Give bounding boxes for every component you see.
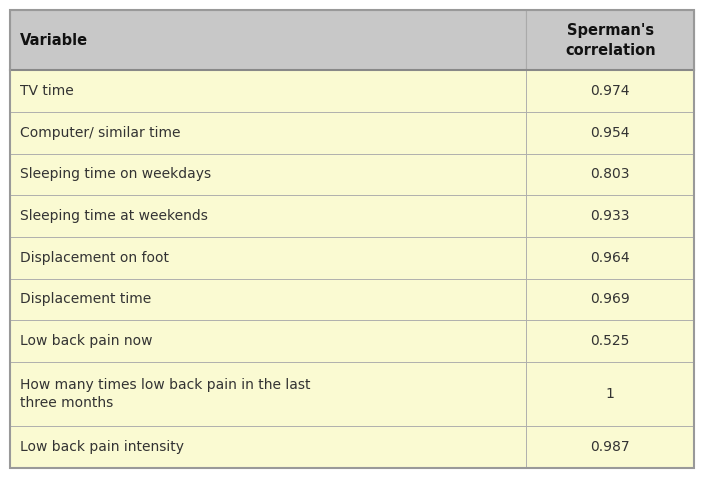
Bar	[527, 362, 694, 426]
Text: three months: three months	[20, 396, 113, 410]
Bar	[10, 426, 527, 468]
Bar	[527, 426, 694, 468]
Text: 0.987: 0.987	[591, 440, 630, 454]
Bar	[527, 10, 694, 70]
Text: 0.933: 0.933	[591, 209, 630, 223]
Text: TV time: TV time	[20, 84, 74, 98]
Bar	[527, 70, 694, 112]
Bar	[527, 320, 694, 362]
Bar	[527, 153, 694, 196]
Bar	[10, 70, 527, 112]
Text: Sleeping time at weekends: Sleeping time at weekends	[20, 209, 208, 223]
Bar	[10, 320, 527, 362]
Text: 1: 1	[605, 387, 615, 401]
Text: How many times low back pain in the last: How many times low back pain in the last	[20, 379, 310, 392]
Text: 0.954: 0.954	[591, 126, 630, 140]
Bar	[10, 196, 527, 237]
Bar	[10, 153, 527, 196]
Bar	[10, 279, 527, 320]
Bar	[527, 112, 694, 153]
Bar	[10, 112, 527, 153]
Text: Low back pain intensity: Low back pain intensity	[20, 440, 184, 454]
Text: 0.969: 0.969	[591, 293, 630, 306]
Text: 0.525: 0.525	[591, 334, 630, 348]
Bar	[527, 237, 694, 279]
Bar	[10, 10, 527, 70]
Text: Variable: Variable	[20, 33, 88, 48]
Text: 0.974: 0.974	[591, 84, 630, 98]
Bar	[10, 362, 527, 426]
Text: Computer/ similar time: Computer/ similar time	[20, 126, 180, 140]
Bar	[527, 279, 694, 320]
Text: Sperman's
correlation: Sperman's correlation	[565, 23, 655, 57]
Text: Low back pain now: Low back pain now	[20, 334, 153, 348]
Text: 0.964: 0.964	[591, 251, 630, 265]
Bar	[527, 196, 694, 237]
Text: Displacement on foot: Displacement on foot	[20, 251, 169, 265]
Bar	[10, 237, 527, 279]
Text: Sleeping time on weekdays: Sleeping time on weekdays	[20, 167, 211, 182]
Text: 0.803: 0.803	[591, 167, 630, 182]
Text: Displacement time: Displacement time	[20, 293, 151, 306]
